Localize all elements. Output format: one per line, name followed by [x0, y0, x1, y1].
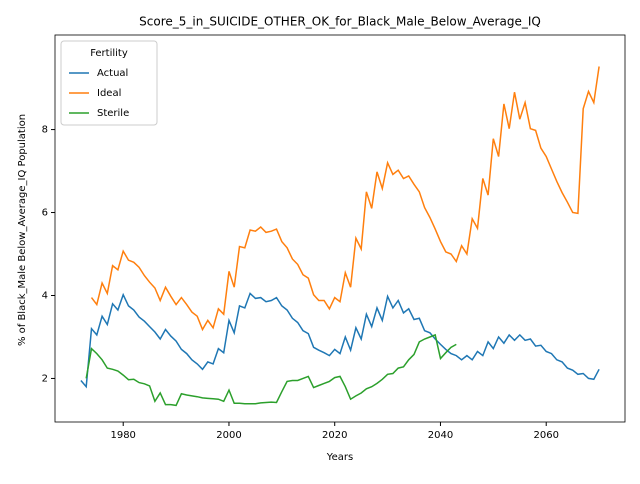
- legend-label: Actual: [97, 68, 128, 79]
- plot-frame: [54, 34, 626, 423]
- y-tick-label: 4: [42, 290, 48, 301]
- y-tick-label: 6: [42, 208, 48, 219]
- legend-box: [60, 40, 158, 126]
- y-tick-label: 8: [42, 125, 48, 136]
- line: [80, 292, 600, 389]
- line: [85, 333, 457, 407]
- line: [90, 66, 600, 332]
- legend-label: Sterile: [97, 108, 129, 119]
- chart-title: Score_5_in_SUICIDE_OTHER_OK_for_Black_Ma…: [139, 15, 541, 29]
- legend-title: Fertility: [90, 48, 128, 59]
- legend-label: Ideal: [97, 88, 121, 99]
- x-axis-label: Years: [326, 452, 353, 463]
- x-tick-label: 1980: [110, 430, 135, 441]
- x-tick-label: 2020: [322, 430, 347, 441]
- x-tick-label: 2040: [428, 430, 453, 441]
- y-tick-label: 2: [42, 373, 48, 384]
- x-tick-label: 2060: [533, 430, 558, 441]
- y-axis-label: % of Black_Male Below_Average_IQ Populat…: [17, 114, 28, 346]
- x-tick-label: 2000: [216, 430, 241, 441]
